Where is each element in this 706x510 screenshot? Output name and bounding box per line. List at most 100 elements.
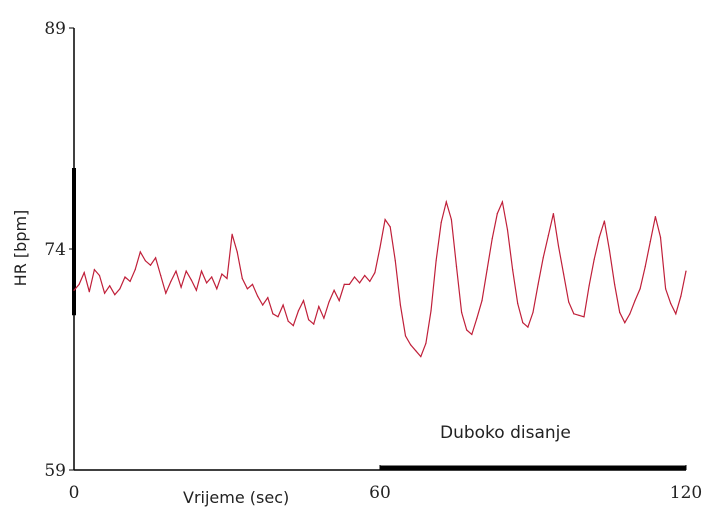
data-point (517, 302, 519, 305)
data-point (369, 280, 371, 283)
data-point (573, 313, 575, 315)
data-point (119, 288, 121, 290)
data-point (160, 274, 162, 277)
data-point (287, 320, 289, 322)
data-point (603, 220, 606, 222)
data-point (114, 294, 116, 296)
data-point (359, 282, 361, 284)
x-tick-label: 120 (670, 483, 702, 503)
data-point (221, 273, 223, 275)
data-point (308, 319, 310, 321)
y-tick-label: 74 (44, 240, 66, 260)
data-point (481, 299, 483, 302)
data-point (348, 283, 350, 285)
data-point (149, 264, 152, 266)
series-points (73, 201, 687, 358)
data-point (104, 292, 106, 294)
data-point (476, 317, 478, 319)
data-point (491, 238, 493, 240)
data-point (649, 241, 651, 243)
series-line-hr (73, 199, 687, 358)
data-point (685, 270, 687, 272)
data-point (527, 326, 529, 328)
data-point (384, 218, 386, 221)
data-point (420, 355, 422, 358)
data-point (211, 276, 213, 278)
data-point (598, 236, 600, 238)
data-point (170, 280, 172, 283)
data-point (563, 273, 565, 275)
data-point (231, 233, 233, 235)
data-point (216, 288, 218, 290)
x-ticks: 0 60 120 (69, 465, 702, 503)
data-point (241, 277, 243, 280)
data-point (537, 283, 539, 285)
data-point (246, 288, 248, 290)
data-point (165, 292, 167, 294)
data-point (644, 266, 646, 268)
data-point (629, 313, 631, 315)
data-point (568, 301, 570, 303)
data-point (461, 311, 463, 313)
data-point (109, 285, 111, 287)
data-point (364, 274, 366, 277)
data-point (389, 226, 391, 228)
data-point (547, 235, 549, 237)
data-point (445, 201, 447, 203)
data-point (639, 288, 641, 290)
data-point (608, 249, 611, 252)
data-point (129, 280, 131, 283)
y-tick-label: 59 (44, 461, 66, 481)
data-point (522, 322, 524, 324)
data-point (272, 313, 274, 315)
data-point (180, 286, 182, 288)
data-point (144, 260, 146, 262)
data-point (624, 322, 626, 324)
data-point (670, 302, 672, 305)
data-point (619, 311, 621, 313)
data-point (415, 350, 417, 352)
data-point (139, 251, 141, 253)
data-point (435, 260, 437, 262)
data-point (333, 289, 335, 291)
data-point (425, 342, 427, 344)
y-axis-label: HR [bpm] (11, 210, 30, 287)
data-point (394, 260, 396, 262)
data-point (206, 282, 208, 284)
data-point (155, 257, 157, 259)
data-point (251, 283, 254, 285)
data-point (399, 304, 401, 306)
data-point (593, 258, 595, 260)
data-point (195, 289, 197, 291)
data-point (675, 313, 677, 315)
data-point (379, 246, 381, 249)
data-point (506, 229, 509, 231)
data-point (297, 310, 299, 312)
data-point (313, 323, 315, 325)
data-point (552, 213, 555, 215)
annotation-duboko-disanje: Duboko disanje (440, 423, 571, 443)
data-point (680, 295, 682, 297)
x-tick-label: 0 (69, 483, 80, 503)
data-point (190, 279, 192, 281)
data-point (455, 266, 458, 268)
data-point (236, 251, 238, 253)
x-axis-label: Vrijeme (sec) (183, 488, 289, 507)
data-point (175, 270, 177, 272)
data-point (88, 291, 90, 293)
data-point (374, 271, 376, 274)
data-point (318, 305, 320, 308)
data-point (614, 283, 616, 285)
data-point (124, 276, 126, 278)
data-point (542, 257, 544, 259)
data-point (588, 285, 590, 287)
data-point (532, 311, 534, 313)
data-point (654, 215, 657, 218)
data-point (496, 213, 498, 215)
data-point (257, 295, 259, 297)
data-point (501, 201, 503, 203)
data-point (343, 283, 345, 285)
data-point (282, 304, 284, 306)
data-point (404, 335, 407, 337)
